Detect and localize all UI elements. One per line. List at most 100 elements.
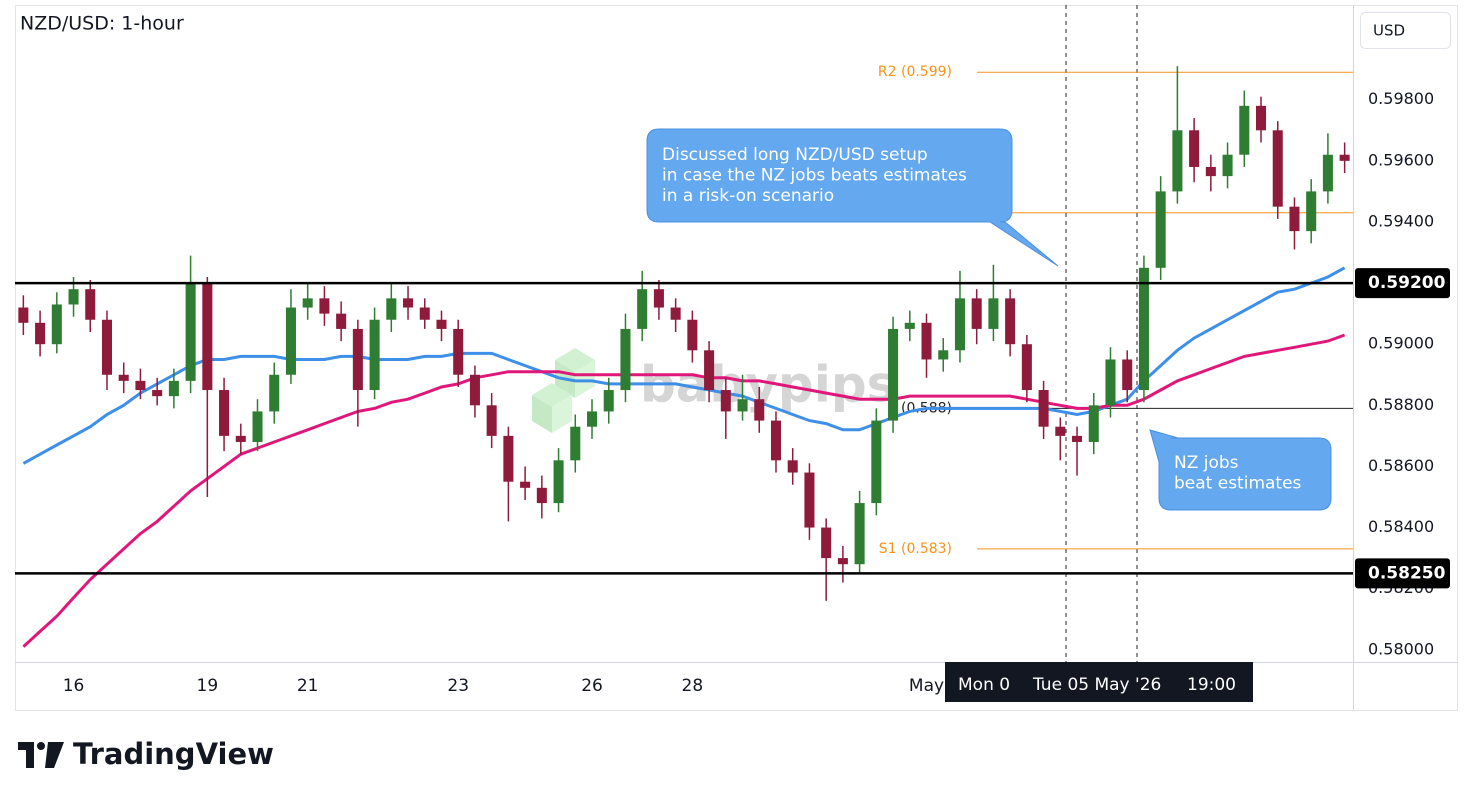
- callout-text: NZ jobs: [1174, 453, 1239, 473]
- candle-body: [386, 298, 397, 320]
- candle-body: [85, 289, 96, 320]
- candle-body: [854, 503, 865, 565]
- candle-body: [754, 399, 765, 421]
- x-tick-label: 19: [197, 676, 219, 696]
- level-label-box: [1355, 558, 1450, 589]
- chart-title: NZD/USD: 1-hour: [20, 13, 184, 35]
- crosshair-label: Tue 05 May '26: [1032, 675, 1161, 695]
- x-tick-label: 23: [447, 676, 469, 696]
- candle-body: [804, 472, 815, 528]
- x-tick-label: May: [909, 676, 944, 696]
- candle-body: [1005, 298, 1016, 345]
- candle-body: [637, 289, 648, 329]
- y-tick-label: 0.59400: [1368, 211, 1434, 230]
- callout-text: beat estimates: [1174, 474, 1302, 494]
- candle-body: [737, 399, 748, 412]
- candle-body: [837, 558, 848, 565]
- candle-body: [419, 307, 430, 320]
- candle-body: [1122, 359, 1133, 391]
- chart-frame: [15, 5, 1458, 711]
- candle-body: [285, 307, 296, 375]
- candle-body: [35, 322, 46, 345]
- candle-body: [436, 319, 447, 329]
- candle-body: [1155, 191, 1166, 268]
- candle-body: [336, 313, 347, 329]
- brand-name: TradingView: [73, 737, 274, 771]
- candle-body: [1272, 130, 1283, 207]
- candle-body: [118, 374, 129, 381]
- currency-button[interactable]: [1360, 12, 1451, 49]
- y-tick-label: 0.58800: [1368, 395, 1434, 414]
- candle-body: [704, 350, 715, 391]
- logo-mark: [45, 742, 64, 768]
- level-label: 0.58250: [1368, 563, 1446, 583]
- candle-body: [1289, 206, 1300, 232]
- watermark-cube: [532, 395, 552, 433]
- candle-body: [670, 307, 681, 320]
- candle-body: [871, 420, 882, 504]
- candle-body: [352, 328, 363, 391]
- candle-body: [453, 328, 464, 375]
- logo-mark: [18, 742, 34, 768]
- candle-body: [1306, 191, 1317, 232]
- x-tick-label: 26: [581, 676, 603, 696]
- candle-body: [687, 319, 698, 351]
- candle-body: [954, 298, 965, 351]
- candle-body: [152, 390, 163, 397]
- candle-body: [553, 460, 564, 504]
- level-label-box: [1355, 268, 1450, 299]
- candle-body: [1322, 154, 1333, 192]
- callout-box: [1149, 429, 1332, 511]
- candle-body: [787, 460, 798, 473]
- candle-body: [219, 390, 230, 436]
- candle-body: [469, 374, 480, 406]
- moving-average-line: [22, 333, 1346, 648]
- crosshair-label: Mon 0: [958, 675, 1010, 695]
- candle-body: [1088, 405, 1099, 442]
- candle-body: [988, 298, 999, 329]
- candle-body: [168, 380, 179, 397]
- watermark-cube: [532, 383, 572, 407]
- y-tick-label: 0.58400: [1368, 517, 1434, 536]
- callout-text: Discussed long NZD/USD setup: [662, 145, 928, 165]
- logo-mark: [37, 742, 45, 750]
- candle-body: [319, 298, 330, 314]
- watermark: babypips: [532, 348, 896, 433]
- candle-body: [18, 307, 29, 323]
- candle-body: [302, 298, 313, 308]
- y-tick-label: 0.58000: [1368, 639, 1434, 658]
- candle-body: [1239, 105, 1250, 155]
- candle-body: [185, 283, 196, 381]
- candle-body: [570, 426, 581, 461]
- candle-body: [369, 319, 380, 391]
- candle-body: [821, 527, 832, 559]
- callout-box: [646, 128, 1059, 267]
- candle-body: [1255, 105, 1267, 131]
- candle-body: [252, 411, 263, 442]
- y-tick-label: 0.59800: [1368, 89, 1434, 108]
- candle-body: [101, 319, 113, 375]
- candle-body: [135, 380, 146, 391]
- candle-body: [888, 328, 899, 421]
- y-tick-label: 0.59600: [1368, 150, 1434, 169]
- candle-body: [1038, 390, 1049, 427]
- x-tick-label: 16: [63, 676, 85, 696]
- candle-body: [1172, 130, 1183, 192]
- candle-body: [1021, 344, 1032, 391]
- level-label: 0.59200: [1368, 273, 1446, 293]
- candle-body: [536, 487, 547, 504]
- candle-body: [904, 322, 915, 329]
- crosshair-label-divider: [1020, 662, 1026, 702]
- candle-body: [486, 405, 497, 436]
- crosshair-label-box: [945, 662, 1253, 702]
- candle-body: [51, 304, 62, 345]
- candle-body: [770, 420, 782, 461]
- moving-average-line: [22, 266, 1346, 465]
- candle-body: [235, 435, 246, 442]
- candle-body: [403, 298, 414, 308]
- x-tick-label: 21: [297, 676, 319, 696]
- y-tick-label: 0.58600: [1368, 456, 1434, 475]
